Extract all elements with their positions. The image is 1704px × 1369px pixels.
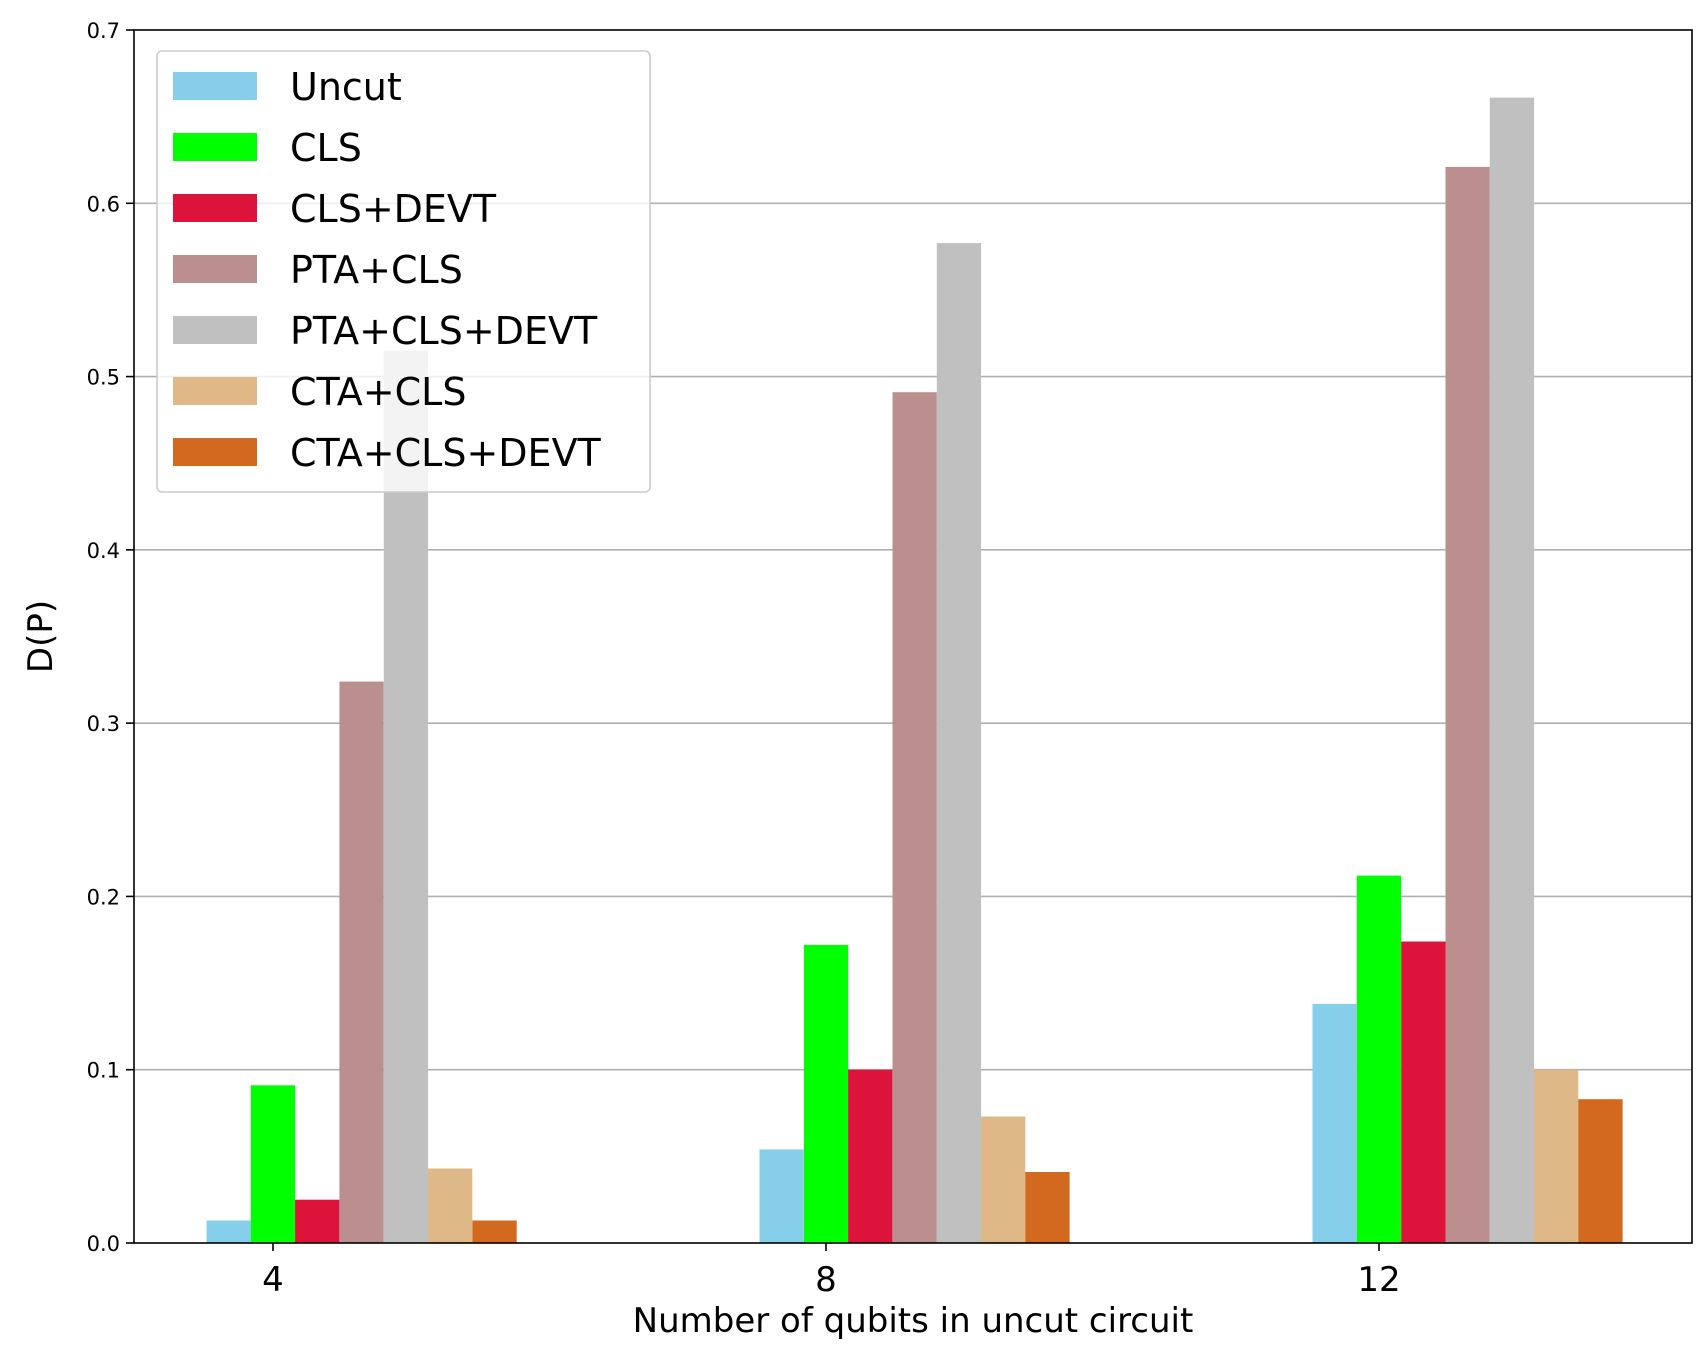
bar-pta-cls-12 [1445,166,1490,1243]
legend-label: PTA+CLS [290,248,463,292]
legend-swatch [173,133,257,161]
bar-pta-cls-4 [339,681,384,1243]
x-axis-label: Number of qubits in uncut circuit [633,1301,1194,1341]
bar-cta-cls-devt-8 [1025,1172,1070,1243]
x-tick-label: 12 [1357,1260,1400,1300]
bar-cls-devt-12 [1401,941,1446,1243]
x-tick-label: 8 [815,1260,837,1300]
legend-label: CLS [290,126,362,170]
y-tick-label: 0.2 [87,885,120,909]
bar-cls-devt-8 [848,1069,893,1243]
bar-pta-cls-devt-12 [1489,97,1535,1244]
bar-cta-cls-12 [1534,1069,1579,1243]
bar-uncut-8 [759,1149,804,1243]
bar-cls-12 [1356,875,1402,1243]
legend-swatch [173,194,257,222]
legend-box [156,50,651,493]
bar-uncut-4 [206,1220,251,1243]
legend-label: CLS+DEVT [290,187,497,231]
plot-frame [133,29,1693,1244]
bar-uncut-12 [1312,1003,1357,1243]
x-axis-ticks: 4 8 12 [262,1243,1401,1300]
legend-swatch [173,377,257,405]
bar-cls-devt-4 [295,1199,340,1243]
y-tick-label: 0.1 [87,1059,120,1083]
y-tick-label: 0.7 [87,19,120,43]
y-axis-label: D(P) [21,600,61,673]
y-tick-label: 0.3 [87,712,120,736]
bar-pta-cls-devt-4 [383,350,429,1244]
legend-label: Uncut [290,65,402,109]
legend-swatch [173,438,257,466]
legend: Uncut CLS CLS+DEVT PTA+CLS PTA+CLS+DEVT CTA+C… [156,50,651,493]
bar-pta-cls-devt-8 [936,243,982,1244]
legend-swatch [173,316,257,344]
bar-cta-cls-devt-12 [1578,1099,1623,1243]
legend-label: PTA+CLS+DEVT [290,309,598,353]
bar-cta-cls-4 [428,1168,473,1243]
bar-pta-cls-8 [892,392,937,1243]
legend-label: CTA+CLS [290,370,466,414]
y-tick-label: 0.0 [87,1232,120,1256]
y-tick-label: 0.5 [87,366,120,390]
y-axis-ticks: 0.0 0.1 0.2 0.3 0.4 0.5 0.6 0.7 [87,19,134,1256]
bars [206,97,1623,1244]
legend-swatch [173,72,257,100]
legend-label: CTA+CLS+DEVT [290,431,602,475]
legend-swatch [173,255,257,283]
y-tick-label: 0.6 [87,192,120,216]
bar-cls-8 [803,944,849,1243]
x-tick-label: 4 [262,1260,284,1300]
bar-cls-4 [250,1085,296,1243]
y-tick-label: 0.4 [87,539,120,563]
bar-cta-cls-8 [981,1116,1026,1243]
bar-cta-cls-devt-4 [472,1220,517,1243]
